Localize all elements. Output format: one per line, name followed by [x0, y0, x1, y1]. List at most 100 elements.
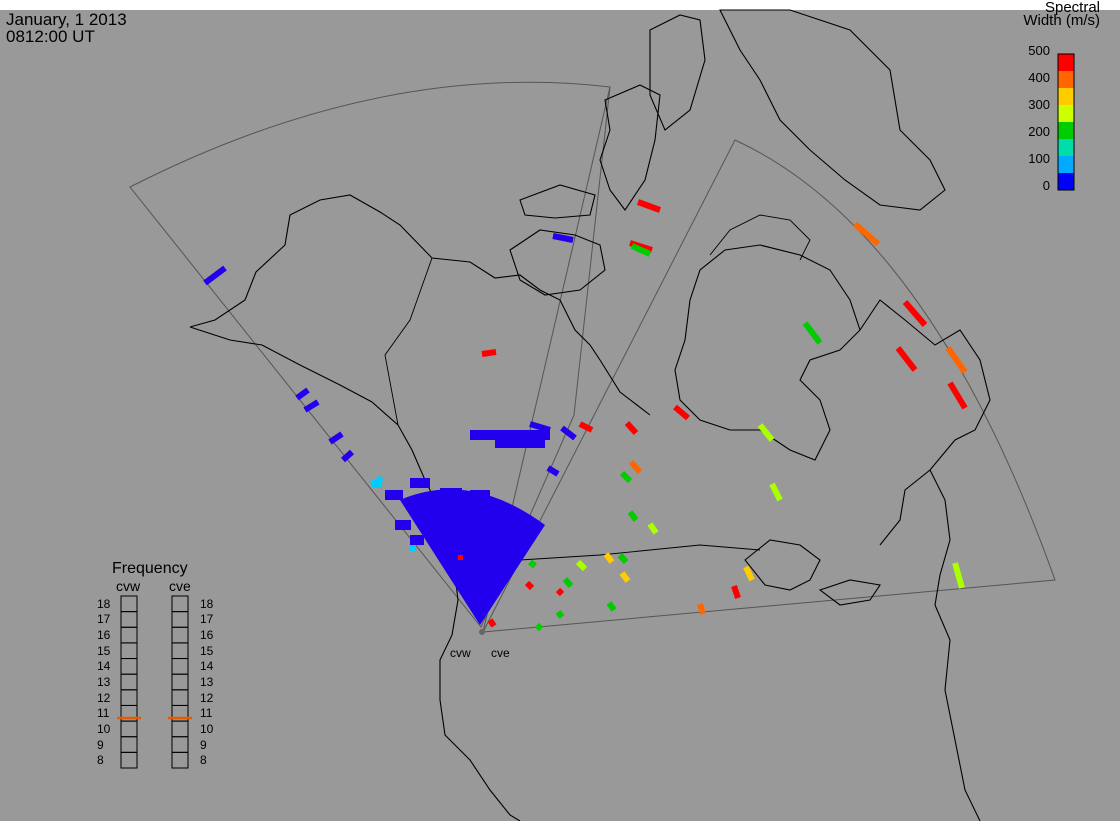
frequency-tick-right: 16	[200, 628, 214, 643]
radar-site-marker	[479, 629, 485, 635]
map-background	[0, 10, 1120, 821]
echo-bar	[617, 553, 629, 564]
echo-bars	[203, 199, 968, 632]
echo-bar	[619, 470, 633, 484]
frequency-tick-right: 8	[200, 753, 207, 768]
echo-bar	[555, 587, 565, 597]
echo-bar	[546, 465, 560, 477]
frequency-tick-right: 18	[200, 596, 214, 611]
echo-bar	[562, 577, 574, 588]
frequency-tick-left: 10	[97, 721, 111, 736]
frequency-tick-left: 11	[97, 706, 110, 721]
echo-bar	[630, 243, 652, 257]
echo-bar	[528, 559, 537, 569]
colorbar-segment	[1058, 71, 1074, 89]
station-label-cve: cve	[491, 646, 510, 660]
echo-bar	[743, 565, 755, 582]
frequency-tick-right: 15	[200, 643, 214, 658]
echo-bar	[757, 423, 775, 442]
echo-bar	[647, 522, 659, 535]
echo-bar	[628, 459, 643, 475]
echo-bar	[636, 199, 662, 213]
frequency-tick-right: 14	[200, 659, 214, 674]
echo-bar	[534, 622, 544, 632]
colorbar-segment	[1058, 88, 1074, 106]
echo-bar	[203, 265, 227, 286]
colorbar-title-line1: Spectral	[1044, 0, 1100, 16]
echo-bar	[560, 425, 577, 441]
echo-bar	[328, 431, 344, 445]
time-label: 0812:00 UT	[6, 27, 95, 46]
date-label: January, 1 2013	[6, 10, 127, 29]
frequency-title: Frequency	[112, 560, 188, 577]
echo-bar	[370, 475, 384, 488]
echo-bar	[945, 346, 968, 374]
echo-bar	[902, 300, 928, 327]
frequency-cell	[171, 751, 189, 769]
colorbar-frame	[1057, 53, 1075, 191]
echo-bar	[606, 601, 617, 612]
frequency-column-cve: cve	[169, 578, 191, 594]
frequency-tick-left: 9	[97, 737, 104, 752]
echo-bar	[895, 346, 918, 372]
frequency-tick-left: 16	[97, 628, 111, 643]
colorbar-tick-label: 300	[1028, 97, 1050, 112]
colorbar-tick-label: 200	[1028, 124, 1050, 139]
colorbar-segment	[1058, 105, 1074, 123]
frequency-column-cvw: cvw	[116, 578, 141, 594]
echo-bar	[627, 510, 639, 522]
echo-bar	[802, 321, 823, 345]
colorbar-segment	[1058, 122, 1074, 140]
near-range-echoes	[372, 430, 550, 625]
echo-bar	[731, 585, 741, 599]
echo-bar	[303, 399, 320, 413]
echo-bar	[295, 387, 310, 401]
frequency-tick-right: 17	[200, 612, 214, 627]
echo-bar	[673, 404, 690, 421]
echo-bar	[341, 449, 354, 463]
echo-bar	[575, 559, 588, 572]
frequency-panel	[117, 595, 192, 769]
colorbar-segment	[1058, 139, 1074, 157]
colorbar-tick-label: 0	[1042, 178, 1050, 193]
station-label-cvw: cvw	[450, 646, 471, 660]
echo-bar	[769, 482, 783, 502]
frequency-tick-left: 18	[97, 596, 111, 611]
echo-bar	[603, 552, 615, 564]
field-of-view-cvw	[129, 81, 611, 628]
echo-bar	[524, 580, 535, 591]
echo-bar	[487, 618, 497, 628]
echo-bar	[552, 233, 574, 243]
colorbar-tick-label: 500	[1028, 43, 1050, 58]
colorbar-segment	[1058, 173, 1074, 191]
colorbar-segment	[1058, 156, 1074, 174]
echo-bar	[481, 349, 497, 357]
frequency-tick-left: 14	[97, 659, 111, 674]
echo-bar	[947, 381, 968, 410]
echo-bar	[624, 420, 639, 436]
frequency-tick-left: 8	[97, 753, 104, 768]
spectral-width-colorbar	[1057, 53, 1075, 191]
echo-bar	[578, 421, 594, 433]
colorbar-segment	[1058, 54, 1074, 72]
echo-bar	[555, 610, 565, 619]
frequency-tick-right: 11	[200, 706, 213, 721]
frequency-tick-right: 9	[200, 737, 207, 752]
frequency-tick-right: 12	[200, 690, 214, 705]
frequency-tick-left: 13	[97, 675, 111, 689]
echo-bar	[697, 603, 706, 615]
colorbar-tick-label: 400	[1028, 70, 1050, 85]
frequency-tick-left: 12	[97, 690, 111, 705]
frequency-cell	[120, 751, 138, 769]
frequency-tick-left: 17	[97, 612, 111, 627]
colorbar-tick-label: 100	[1028, 151, 1050, 166]
frequency-tick-left: 15	[97, 643, 111, 658]
frequency-tick-right: 13	[200, 675, 214, 689]
colorbar-title-line2: Width (m/s)	[1023, 12, 1100, 29]
echo-bar	[619, 571, 631, 583]
frequency-tick-right: 10	[200, 721, 214, 736]
echo-bar	[853, 221, 880, 247]
echo-bar	[952, 562, 965, 589]
